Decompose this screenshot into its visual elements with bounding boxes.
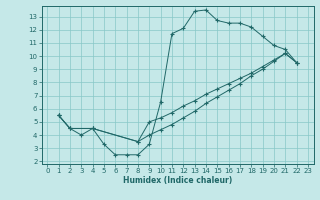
X-axis label: Humidex (Indice chaleur): Humidex (Indice chaleur): [123, 176, 232, 185]
